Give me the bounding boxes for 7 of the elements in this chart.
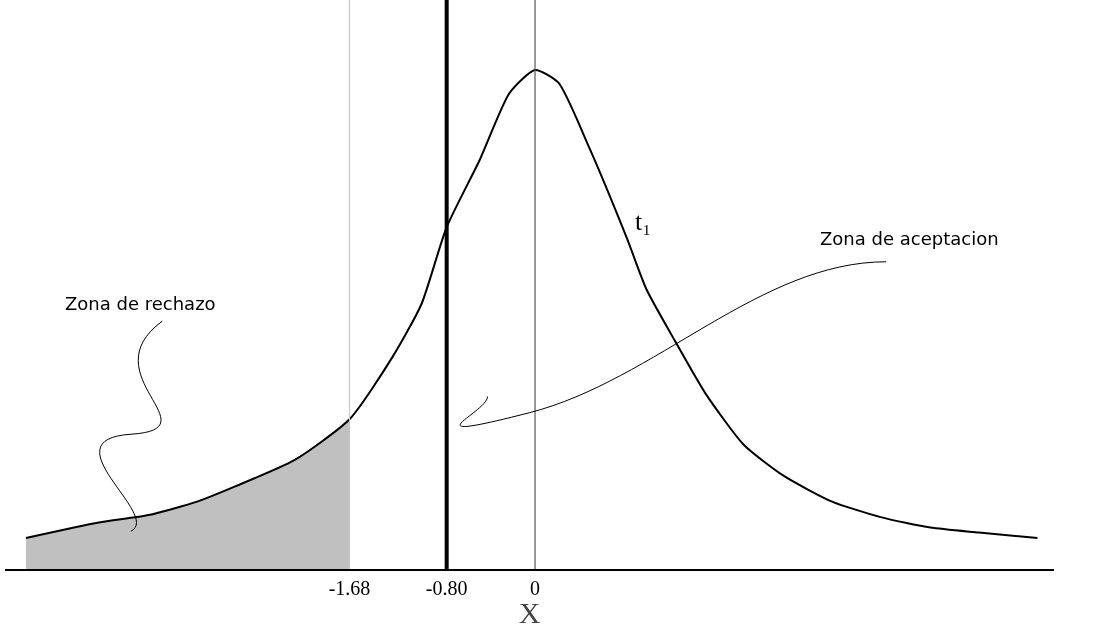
annotation: Zona de rechazo (65, 293, 216, 314)
annotation: Zona de aceptacion (820, 228, 999, 249)
x-tick-label: -0.80 (425, 577, 468, 599)
x-tick-label: -1.68 (328, 577, 371, 599)
x-tick-label: 0 (530, 577, 541, 599)
x-axis-title: X (518, 596, 541, 629)
series-label: t₁ (635, 207, 652, 236)
